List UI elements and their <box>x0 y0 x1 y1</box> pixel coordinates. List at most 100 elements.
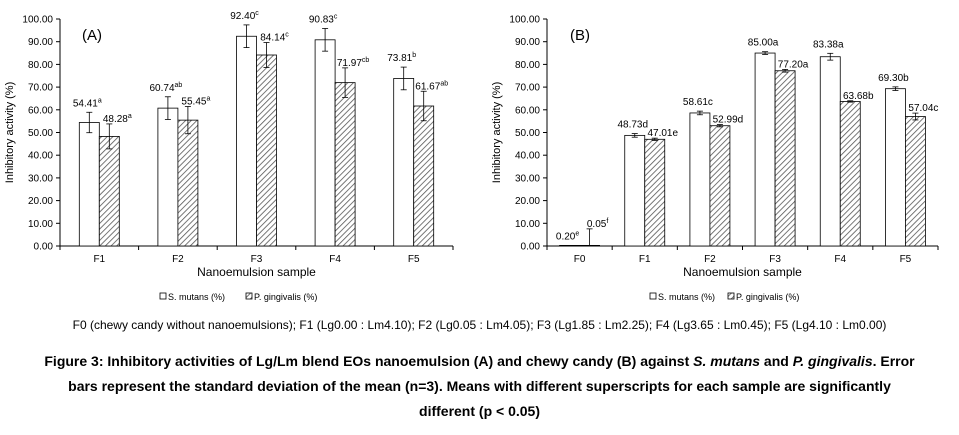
y-tick-label: 70.00 <box>28 83 53 94</box>
x-tick-label: F2 <box>172 254 184 265</box>
p-gingivalis-value-label: 57.04c <box>908 103 938 114</box>
s-mutans-value-label: 58.61c <box>683 97 713 108</box>
p-gingivalis-bar <box>709 125 731 247</box>
legend: S. mutans (%) P. gingivalis (%) <box>159 292 317 302</box>
p-gingivalis-bar <box>774 70 796 247</box>
legend: S. mutans (%) P. gingivalis (%) <box>649 292 799 302</box>
x-tick-label: F5 <box>408 254 420 265</box>
s-mutans-bar <box>559 244 580 247</box>
value-text: 69.30b <box>878 73 909 84</box>
s-mutans-value-label: 73.81b <box>387 52 416 64</box>
figure-caption: Figure 3: Inhibitory activities of Lg/Lm… <box>40 349 919 424</box>
s-mutans-value-label: 69.30b <box>878 73 909 84</box>
significance-superscript: ab <box>175 82 183 89</box>
caption-species-2: P. gingivalis <box>792 353 873 369</box>
y-axis-title: Inhibitory activity (%) <box>491 82 503 183</box>
value-text: 71.97 <box>337 58 362 69</box>
s-mutans-bar <box>689 112 711 247</box>
p-gingivalis-value-label: 48.28a <box>103 113 132 125</box>
y-tick-label: 40.00 <box>515 151 540 162</box>
x-tick-label: F4 <box>329 254 341 265</box>
value-text: 57.04c <box>908 103 938 114</box>
caption-suffix: . Error bars represent the standard devi… <box>68 353 915 419</box>
p-gingivalis-legend-label: P. gingivalis (%) <box>254 292 317 302</box>
value-text: 61.67 <box>415 81 440 92</box>
y-tick-label: 90.00 <box>28 37 53 48</box>
s-mutans-bar <box>885 88 906 247</box>
s-mutans-bar <box>624 134 646 247</box>
chart-a: 0.00 10.00 20.00 30.00 40.00 50.00 60.00 70.00 8… <box>4 10 454 302</box>
y-tick-label: 20.00 <box>515 196 540 207</box>
p-gingivalis-value-label: 77.20a <box>778 59 809 70</box>
s-mutans-value-label: 0.20e <box>556 231 579 243</box>
p-gingivalis-bar <box>839 101 861 247</box>
s-mutans-bar <box>819 56 841 247</box>
x-tick-label: F0 <box>574 254 586 265</box>
y-tick-label: 60.00 <box>515 105 540 116</box>
s-mutans-legend-swatch <box>159 292 167 300</box>
p-gingivalis-bar <box>334 82 356 247</box>
x-tick-label: F3 <box>251 254 263 265</box>
y-axis-title: Inhibitory activity (%) <box>4 82 16 183</box>
significance-superscript: a <box>206 96 210 103</box>
significance-superscript: a <box>98 97 102 104</box>
value-text: 83.38a <box>813 39 844 50</box>
value-text: 55.45 <box>181 97 206 108</box>
p-gingivalis-legend-label: P. gingivalis (%) <box>736 292 799 302</box>
y-tick-label: 100.00 <box>22 15 53 26</box>
value-text: 60.74 <box>149 83 174 94</box>
s-mutans-bar <box>157 107 179 247</box>
s-mutans-bar <box>236 35 257 247</box>
significance-superscript: b <box>412 52 416 59</box>
y-tick-label: 10.00 <box>28 219 53 230</box>
significance-superscript: a <box>128 113 132 120</box>
p-gingivalis-value-label: 63.68b <box>843 91 874 102</box>
y-tick-label: 0.00 <box>34 242 54 253</box>
s-mutans-bar <box>314 39 336 247</box>
value-text: 48.73d <box>617 120 648 131</box>
p-gingivalis-bar <box>98 136 120 247</box>
x-axis-title: Nanoemulsion sample <box>197 265 316 279</box>
s-mutans-legend-label: S. mutans (%) <box>168 292 225 302</box>
s-mutans-value-label: 83.38a <box>813 39 844 50</box>
significance-superscript: c <box>285 32 289 39</box>
significance-superscript: c <box>255 10 259 17</box>
p-gingivalis-bar <box>905 116 926 247</box>
p-gingivalis-bar <box>256 54 277 247</box>
x-tick-label: F1 <box>93 254 105 265</box>
value-text: 0.05 <box>587 219 607 230</box>
value-text: 77.20a <box>778 59 809 70</box>
value-text: 92.40 <box>230 11 255 22</box>
x-tick-label: F4 <box>834 254 846 265</box>
p-gingivalis-legend-swatch <box>245 292 253 300</box>
y-tick-label: 0.00 <box>521 242 541 253</box>
p-gingivalis-bar <box>413 105 435 247</box>
value-text: 47.01e <box>647 128 678 139</box>
y-tick-label: 80.00 <box>28 60 53 71</box>
chart-b: 0.00 10.00 20.00 30.00 40.00 50.00 60.00 70.00 8… <box>491 15 939 302</box>
significance-superscript: ab <box>440 80 448 87</box>
s-mutans-value-label: 60.74ab <box>149 82 182 94</box>
s-mutans-value-label: 54.41a <box>73 97 102 109</box>
s-mutans-value-label: 85.00a <box>748 38 779 49</box>
y-tick-label: 40.00 <box>28 151 53 162</box>
s-mutans-value-label: 90.83c <box>309 13 338 25</box>
p-gingivalis-bar <box>644 138 666 247</box>
value-text: 52.99d <box>713 115 744 126</box>
x-tick-label: F1 <box>639 254 651 265</box>
caption-species-1: S. mutans <box>693 353 761 369</box>
caption-and: and <box>760 353 793 369</box>
panel-label: (B) <box>570 27 590 44</box>
value-text: 84.14 <box>260 33 285 44</box>
caption-prefix: Figure 3: Inhibitory activities of Lg/Lm… <box>44 353 694 369</box>
value-text: 73.81 <box>387 53 412 64</box>
significance-superscript: f <box>606 218 608 225</box>
s-mutans-bar <box>754 52 776 247</box>
y-tick-label: 50.00 <box>28 128 53 139</box>
y-tick-label: 30.00 <box>515 173 540 184</box>
p-gingivalis-value-label: 61.67ab <box>415 80 448 92</box>
p-gingivalis-value-label: 52.99d <box>713 115 744 126</box>
value-text: 85.00a <box>748 38 779 49</box>
y-tick-label: 90.00 <box>515 37 540 48</box>
sample-abbreviations: F0 (chewy candy without nanoemulsions); … <box>72 318 887 332</box>
